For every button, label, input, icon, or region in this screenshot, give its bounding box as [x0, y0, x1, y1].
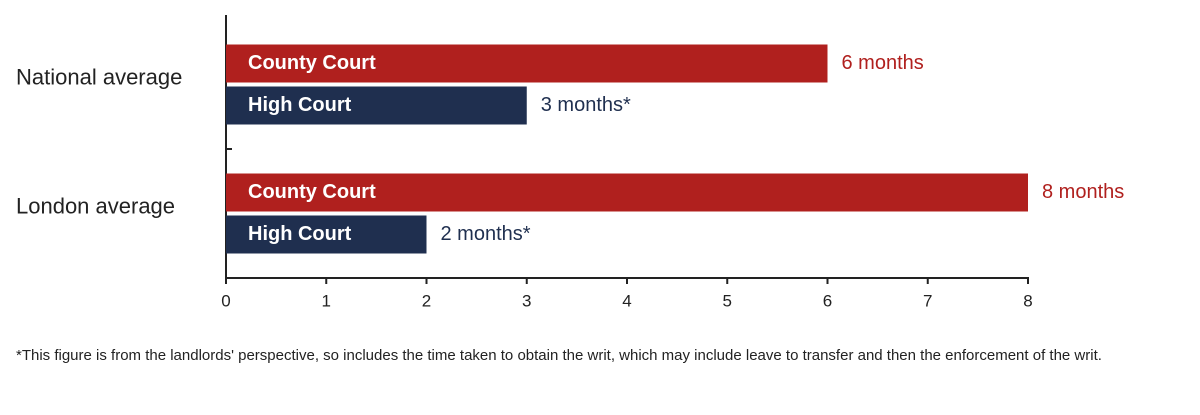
bar-series-label: High Court [248, 223, 352, 245]
value-label: 3 months* [541, 94, 631, 116]
bar [226, 173, 1028, 212]
x-tick-label: 1 [322, 291, 331, 310]
x-tick-label: 3 [522, 291, 531, 310]
bar-series-label: County Court [248, 52, 376, 74]
value-label: 2 months* [441, 223, 531, 245]
x-tick-label: 2 [422, 291, 431, 310]
category-label: National average [16, 64, 182, 89]
bar-series-label: High Court [248, 94, 352, 116]
bar-series-label: County Court [248, 181, 376, 203]
bar [226, 215, 427, 254]
x-tick-label: 6 [823, 291, 832, 310]
bar [226, 44, 828, 83]
chart: 0 1 2 3 4 5 6 7 8 National average County Court 6 m… [16, 15, 1124, 310]
x-tick-label: 8 [1023, 291, 1032, 310]
x-tick-label: 0 [221, 291, 230, 310]
category-label: London average [16, 193, 175, 218]
bar [226, 86, 527, 125]
x-tick-label: 7 [923, 291, 932, 310]
value-label: 6 months [842, 52, 924, 74]
value-label: 8 months [1042, 181, 1124, 203]
footnote: *This figure is from the landlords' pers… [16, 347, 1102, 364]
x-tick-label: 4 [622, 291, 631, 310]
x-tick-label: 5 [723, 291, 732, 310]
